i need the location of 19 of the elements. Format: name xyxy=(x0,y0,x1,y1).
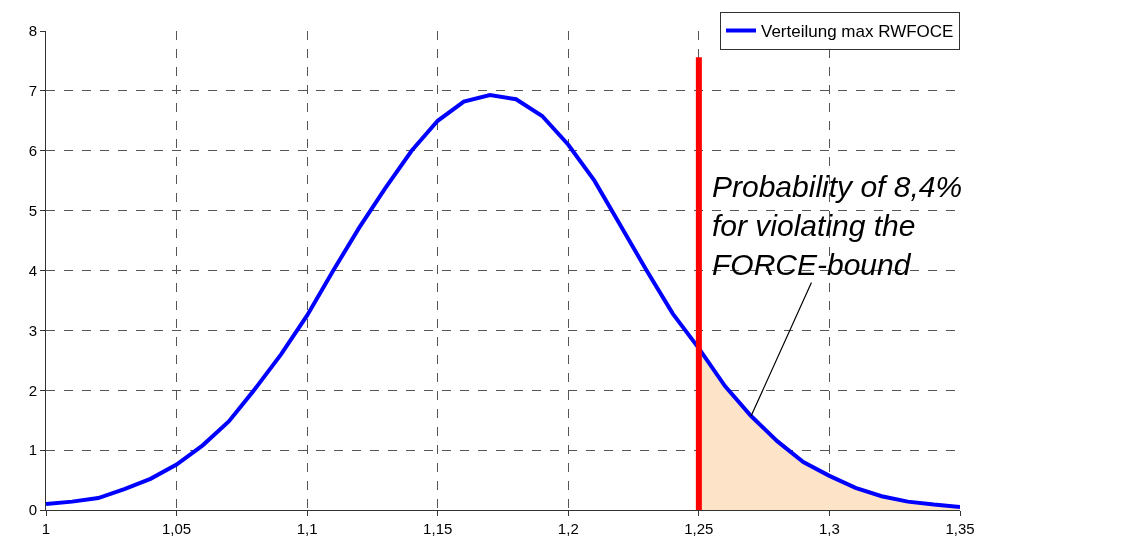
x-tick-label: 1,1 xyxy=(296,520,318,537)
y-tick-label: 2 xyxy=(28,381,37,399)
y-tick-label: 7 xyxy=(28,82,37,100)
x-tick-label: 1,2 xyxy=(557,520,579,537)
x-tick-label: 1,05 xyxy=(161,520,192,537)
y-tick-label: 3 xyxy=(28,321,37,339)
y-tick-label: 1 xyxy=(28,441,37,459)
y-tick-label: 4 xyxy=(28,261,37,279)
x-tick-label: 1,3 xyxy=(819,520,840,537)
x-tick-label: 1 xyxy=(41,520,51,537)
x-tick-label: 1,35 xyxy=(945,520,975,537)
y-tick-label: 0 xyxy=(28,501,37,519)
y-tick-label: 5 xyxy=(28,201,37,219)
annotation: Probability of 8,4% for violating the FORCE-bound xyxy=(712,170,963,281)
x-tick-label: 1,15 xyxy=(423,520,453,537)
y-tick-label: 6 xyxy=(28,142,37,159)
legend-label: Verteilung max RWFOCE xyxy=(761,22,954,42)
x-tick-label: 1,25 xyxy=(684,520,714,537)
y-tick-label: 8 xyxy=(28,22,37,40)
